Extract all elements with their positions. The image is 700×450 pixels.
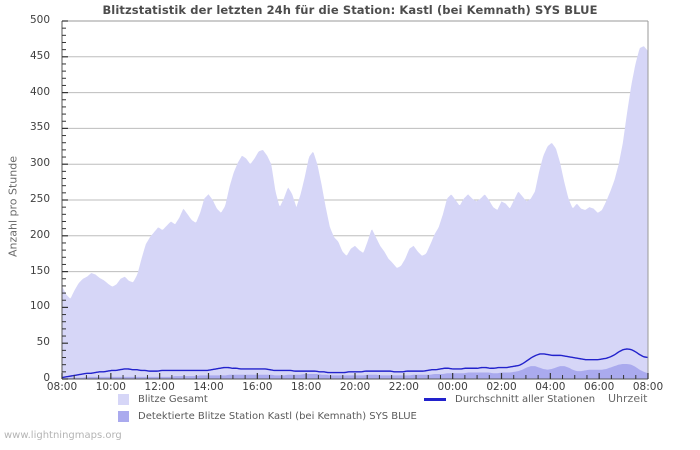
- x-tick-label: 10:00: [95, 381, 126, 393]
- x-tick-label: 12:00: [144, 381, 175, 393]
- x-tick-label: 20:00: [339, 381, 371, 393]
- legend-left: Blitze Gesamt Detektierte Blitze Station…: [118, 392, 417, 426]
- y-tick-label: 50: [36, 336, 50, 349]
- legend-label: Blitze Gesamt: [138, 394, 208, 405]
- legend-item-detektierte-blitze: Detektierte Blitze Station Kastl (bei Ke…: [118, 409, 417, 424]
- legend-line-icon: [424, 394, 446, 405]
- watermark: www.lightningmaps.org: [4, 430, 122, 441]
- y-tick-label: 450: [29, 49, 50, 62]
- x-tick-label: 22:00: [388, 381, 419, 393]
- x-tick-label: 00:00: [437, 381, 468, 393]
- y-tick-label: 200: [29, 228, 50, 241]
- series-area-blitze-gesamt: [62, 46, 648, 379]
- series-line-durchschnitt: [61, 348, 649, 379]
- y-tick-label: 100: [29, 300, 50, 313]
- legend-label: Durchschnitt aller Stationen: [455, 394, 596, 405]
- x-axis-label: Uhrzeit: [608, 392, 648, 405]
- legend-swatch-icon: [118, 411, 129, 422]
- y-tick-label: 250: [29, 193, 50, 205]
- x-tick-label: 08:00: [46, 381, 78, 393]
- y-tick-label: 500: [29, 14, 50, 26]
- x-tick-label: 14:00: [193, 381, 224, 393]
- y-tick-label: 0: [43, 372, 50, 384]
- legend-swatch-icon: [118, 394, 129, 405]
- y-tick-label: 300: [29, 157, 50, 170]
- x-tick-label: 04:00: [535, 381, 566, 393]
- page-title: Blitzstatistik der letzten 24h für die S…: [102, 3, 598, 17]
- x-tick-label: 06:00: [584, 381, 615, 393]
- y-tick-label: 350: [29, 121, 50, 134]
- y-tick-label: 400: [29, 85, 50, 98]
- legend-right: Durchschnitt aller Stationen: [424, 392, 595, 409]
- y-tick-label: 150: [29, 264, 50, 277]
- x-tick-label: 18:00: [291, 381, 322, 393]
- x-tick-label: 16:00: [242, 381, 273, 393]
- x-tick-label: 08:00: [632, 381, 664, 393]
- legend-item-blitze-gesamt: Blitze Gesamt: [118, 392, 417, 407]
- legend-label: Detektierte Blitze Station Kastl (bei Ke…: [138, 411, 417, 422]
- x-tick-label: 02:00: [486, 381, 517, 393]
- legend-item-durchschnitt: Durchschnitt aller Stationen: [424, 392, 595, 407]
